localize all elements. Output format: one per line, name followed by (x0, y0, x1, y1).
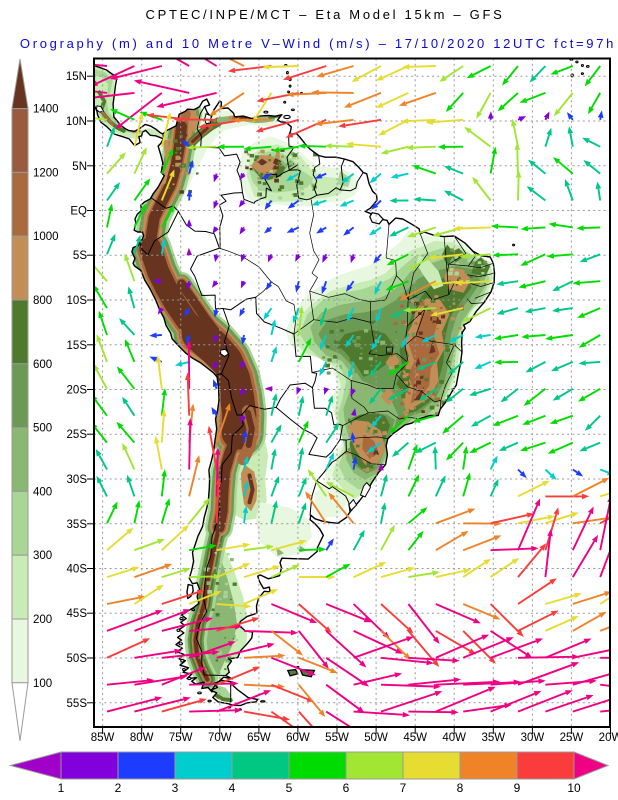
svg-text:50S: 50S (67, 653, 88, 665)
svg-text:100: 100 (33, 678, 52, 690)
svg-text:7: 7 (400, 781, 407, 795)
svg-text:CPTEC/INPE/MCT – Eta Model 15: CPTEC/INPE/MCT – Eta Model 15km – GFS (145, 7, 504, 22)
svg-text:30W: 30W (521, 732, 545, 744)
svg-text:50W: 50W (364, 732, 388, 744)
svg-text:300: 300 (33, 550, 52, 562)
svg-text:55S: 55S (67, 698, 88, 710)
svg-text:500: 500 (33, 423, 52, 435)
svg-text:10S: 10S (67, 295, 88, 307)
svg-text:40S: 40S (67, 564, 88, 576)
svg-text:35S: 35S (67, 519, 88, 531)
svg-text:25W: 25W (560, 732, 584, 744)
svg-text:35W: 35W (481, 732, 505, 744)
svg-text:1200: 1200 (33, 167, 59, 179)
svg-text:40W: 40W (442, 732, 466, 744)
svg-text:1400: 1400 (33, 104, 59, 116)
svg-text:1: 1 (58, 781, 65, 795)
svg-text:EQ: EQ (70, 206, 87, 218)
svg-text:25S: 25S (67, 429, 88, 441)
svg-text:8: 8 (457, 781, 464, 795)
svg-text:75W: 75W (169, 732, 193, 744)
svg-text:4: 4 (229, 781, 236, 795)
svg-text:85W: 85W (91, 732, 115, 744)
svg-text:20W: 20W (599, 732, 618, 744)
svg-text:1000: 1000 (33, 231, 59, 243)
svg-text:6: 6 (343, 781, 350, 795)
svg-text:70W: 70W (208, 732, 232, 744)
svg-text:60W: 60W (286, 732, 310, 744)
svg-text:80W: 80W (130, 732, 154, 744)
svg-text:5N: 5N (72, 161, 87, 173)
svg-text:10: 10 (567, 781, 581, 795)
svg-text:3: 3 (172, 781, 179, 795)
svg-text:9: 9 (514, 781, 521, 795)
svg-text:Orography (m) and 10 Metre V–W: Orography (m) and 10 Metre V–Wind (m/s) … (20, 36, 616, 51)
svg-text:65W: 65W (247, 732, 271, 744)
svg-text:45W: 45W (403, 732, 427, 744)
svg-text:5: 5 (286, 781, 293, 795)
svg-text:45S: 45S (67, 608, 88, 620)
svg-text:600: 600 (33, 359, 52, 371)
svg-text:55W: 55W (325, 732, 349, 744)
svg-text:400: 400 (33, 486, 52, 498)
svg-text:15N: 15N (66, 71, 87, 83)
svg-text:10N: 10N (66, 116, 87, 128)
svg-text:30S: 30S (67, 474, 88, 486)
svg-text:20S: 20S (67, 385, 88, 397)
svg-text:200: 200 (33, 614, 52, 626)
svg-text:15S: 15S (67, 340, 88, 352)
svg-text:5S: 5S (73, 250, 87, 262)
svg-text:800: 800 (33, 295, 52, 307)
svg-text:2: 2 (115, 781, 122, 795)
